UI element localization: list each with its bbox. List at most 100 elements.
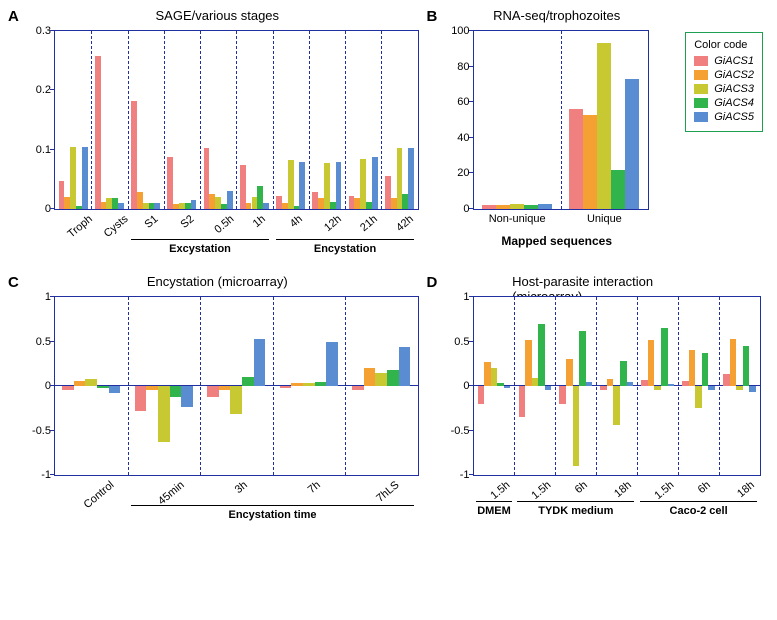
x-tick: Control	[82, 479, 117, 511]
bar	[315, 382, 327, 386]
bar	[288, 160, 294, 209]
bar	[668, 384, 675, 386]
legend-swatch	[694, 84, 708, 94]
bar	[569, 109, 583, 209]
bar	[579, 331, 586, 386]
bar	[597, 43, 611, 209]
bar	[109, 386, 121, 393]
x-tick: 1.5h	[652, 479, 676, 502]
bar	[482, 205, 496, 209]
y-tick: 40	[457, 132, 473, 144]
bar	[118, 203, 124, 209]
panel-c: C Encystation (microarray) Fold change (…	[8, 274, 427, 532]
bar	[375, 373, 387, 386]
x-tick: 45min	[156, 479, 187, 507]
bar	[538, 204, 552, 209]
bar	[607, 379, 614, 386]
group-label: DMEM	[477, 505, 511, 517]
bar	[135, 386, 147, 411]
group-label: Encystation time	[229, 509, 317, 521]
legend-item: GiACS2	[694, 69, 754, 81]
x-tick: 12h	[322, 213, 344, 234]
bar	[749, 386, 756, 392]
panel-c-chart: -1-0.500.51Control45min3h7h7hLSEncystati…	[54, 296, 419, 476]
bar	[170, 386, 182, 397]
bar	[62, 386, 74, 390]
bar	[566, 359, 573, 386]
panel-a-chart: 00.10.20.3TrophCystsS1S20.5h1h4h12h21h42…	[54, 30, 419, 210]
panel-a-title: SAGE/various stages	[155, 8, 279, 23]
bar	[702, 353, 709, 386]
group-label: TYDK medium	[538, 505, 613, 517]
bar	[519, 386, 526, 417]
group-label: Encystation	[314, 243, 376, 255]
y-tick: 0.5	[454, 336, 473, 348]
panel-a-letter: A	[8, 8, 19, 25]
y-tick: 20	[457, 167, 473, 179]
x-tick: 6h	[695, 479, 712, 496]
legend-label: GiACS3	[714, 83, 754, 95]
bar	[154, 203, 160, 209]
bar	[399, 347, 411, 386]
legend-swatch	[694, 70, 708, 80]
y-tick: 80	[457, 61, 473, 73]
x-tick: 0.5h	[212, 213, 236, 236]
y-tick: 100	[451, 25, 473, 37]
legend-label: GiACS2	[714, 69, 754, 81]
x-tick: 1.5h	[488, 479, 512, 502]
y-tick: 0.2	[36, 84, 55, 96]
x-tick: 1.5h	[529, 479, 553, 502]
legend-swatch	[694, 56, 708, 66]
bar	[661, 328, 668, 386]
bar	[695, 386, 702, 408]
bar	[82, 147, 88, 209]
bar	[372, 157, 378, 209]
legend-item: GiACS5	[694, 111, 754, 123]
x-tick: Unique	[587, 213, 622, 225]
bar	[254, 339, 266, 386]
bar	[736, 386, 743, 390]
legend-item: GiACS4	[694, 97, 754, 109]
y-tick: 60	[457, 96, 473, 108]
bar	[242, 377, 254, 386]
bar	[97, 386, 109, 388]
legend-item: GiACS3	[694, 83, 754, 95]
bar	[538, 324, 545, 386]
y-tick: -0.5	[451, 425, 474, 437]
group-label: Excystation	[169, 243, 231, 255]
x-tick: 18h	[735, 479, 757, 500]
figure-grid: A SAGE/various stages Transcription leve…	[8, 8, 769, 532]
y-tick: -1	[460, 469, 474, 481]
panel-b-title: RNA-seq/trophozoites	[493, 8, 620, 23]
legend-label: GiACS1	[714, 55, 754, 67]
bar	[207, 386, 219, 397]
bar	[504, 386, 511, 388]
bar	[387, 370, 399, 386]
bar	[478, 386, 485, 404]
x-tick: 7hLS	[374, 479, 401, 505]
legend-swatch	[694, 98, 708, 108]
legend-label: GiACS5	[714, 111, 754, 123]
y-tick: -1	[41, 469, 55, 481]
legend-title: Color code	[694, 39, 754, 51]
bar	[730, 339, 737, 386]
x-tick: Cysts	[102, 213, 131, 240]
panel-d: D Host-parasite interaction (microarray)…	[427, 274, 769, 532]
bar	[408, 148, 414, 209]
bar	[167, 157, 173, 209]
bar	[648, 340, 655, 386]
x-tick: 7h	[306, 479, 323, 496]
y-tick: -0.5	[32, 425, 55, 437]
bar	[70, 147, 76, 209]
bar	[219, 386, 231, 390]
bar	[227, 191, 233, 209]
legend-swatch	[694, 112, 708, 122]
bar	[586, 382, 593, 386]
bar	[326, 342, 338, 387]
bar	[600, 386, 607, 390]
bar	[352, 386, 364, 390]
bar	[95, 56, 101, 209]
y-tick: 0.3	[36, 25, 55, 37]
bar	[654, 386, 661, 390]
bar	[85, 379, 97, 386]
